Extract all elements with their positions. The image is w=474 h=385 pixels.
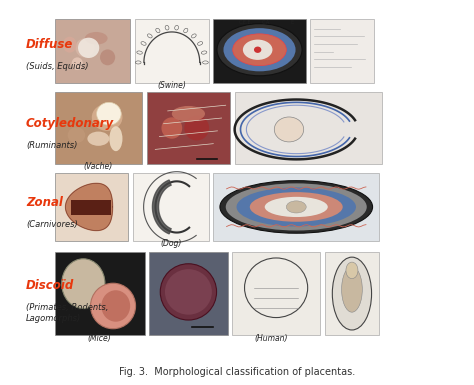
Text: Fig. 3.  Morphological classification of placentas.: Fig. 3. Morphological classification of … <box>119 367 355 377</box>
Ellipse shape <box>346 262 358 279</box>
Ellipse shape <box>109 126 122 151</box>
Ellipse shape <box>62 259 105 308</box>
Ellipse shape <box>92 104 122 131</box>
Text: (Mice): (Mice) <box>88 334 111 343</box>
Text: (Primates, Rodents,
Lagomorphs): (Primates, Rodents, Lagomorphs) <box>26 303 109 323</box>
Ellipse shape <box>223 28 296 71</box>
Text: (Carnivores): (Carnivores) <box>26 220 78 229</box>
Ellipse shape <box>172 106 205 122</box>
FancyBboxPatch shape <box>213 19 306 83</box>
FancyBboxPatch shape <box>235 92 382 164</box>
FancyBboxPatch shape <box>55 173 128 241</box>
Ellipse shape <box>68 127 85 143</box>
Polygon shape <box>153 180 171 234</box>
FancyBboxPatch shape <box>133 173 209 241</box>
FancyBboxPatch shape <box>55 92 142 164</box>
Text: (Ruminants): (Ruminants) <box>26 141 77 150</box>
Ellipse shape <box>264 197 328 217</box>
Ellipse shape <box>165 269 212 315</box>
Ellipse shape <box>184 116 209 141</box>
Text: (Vache): (Vache) <box>83 162 113 171</box>
Text: (Suids, Equids): (Suids, Equids) <box>26 62 89 71</box>
Text: (Swine): (Swine) <box>157 81 186 90</box>
Ellipse shape <box>237 187 356 226</box>
Ellipse shape <box>342 267 362 312</box>
Text: Diffuse: Diffuse <box>26 38 73 52</box>
Ellipse shape <box>254 47 261 53</box>
FancyBboxPatch shape <box>71 200 111 215</box>
Ellipse shape <box>220 181 373 233</box>
Text: Cotyledonary: Cotyledonary <box>26 117 114 131</box>
Text: C.A.: C.A. <box>261 20 271 25</box>
Ellipse shape <box>63 37 76 53</box>
FancyBboxPatch shape <box>149 252 228 335</box>
Ellipse shape <box>160 264 217 320</box>
Text: (Human): (Human) <box>255 334 288 343</box>
FancyBboxPatch shape <box>147 92 230 164</box>
FancyBboxPatch shape <box>213 173 379 241</box>
Text: Zonal: Zonal <box>26 196 63 209</box>
Ellipse shape <box>162 117 182 139</box>
FancyBboxPatch shape <box>325 252 379 335</box>
Ellipse shape <box>332 257 372 330</box>
Ellipse shape <box>85 32 108 45</box>
Ellipse shape <box>250 192 343 222</box>
Ellipse shape <box>286 201 306 213</box>
Ellipse shape <box>100 49 115 65</box>
Text: C.E.E.: C.E.E. <box>239 20 253 25</box>
FancyBboxPatch shape <box>55 252 145 335</box>
FancyBboxPatch shape <box>232 252 320 335</box>
Ellipse shape <box>78 38 99 58</box>
Ellipse shape <box>91 283 136 329</box>
FancyBboxPatch shape <box>135 19 209 83</box>
Ellipse shape <box>274 117 304 142</box>
Text: (Dog): (Dog) <box>160 239 182 248</box>
FancyBboxPatch shape <box>310 19 374 83</box>
Text: Discoïd: Discoïd <box>26 279 74 292</box>
Ellipse shape <box>217 24 302 76</box>
Ellipse shape <box>243 40 273 60</box>
Text: E.: E. <box>291 20 296 25</box>
FancyBboxPatch shape <box>55 19 130 83</box>
Ellipse shape <box>75 38 94 57</box>
Ellipse shape <box>97 102 121 125</box>
Ellipse shape <box>101 290 130 322</box>
Ellipse shape <box>87 132 109 146</box>
Ellipse shape <box>226 183 367 231</box>
Ellipse shape <box>233 34 286 65</box>
Ellipse shape <box>72 57 83 70</box>
Polygon shape <box>65 183 112 231</box>
